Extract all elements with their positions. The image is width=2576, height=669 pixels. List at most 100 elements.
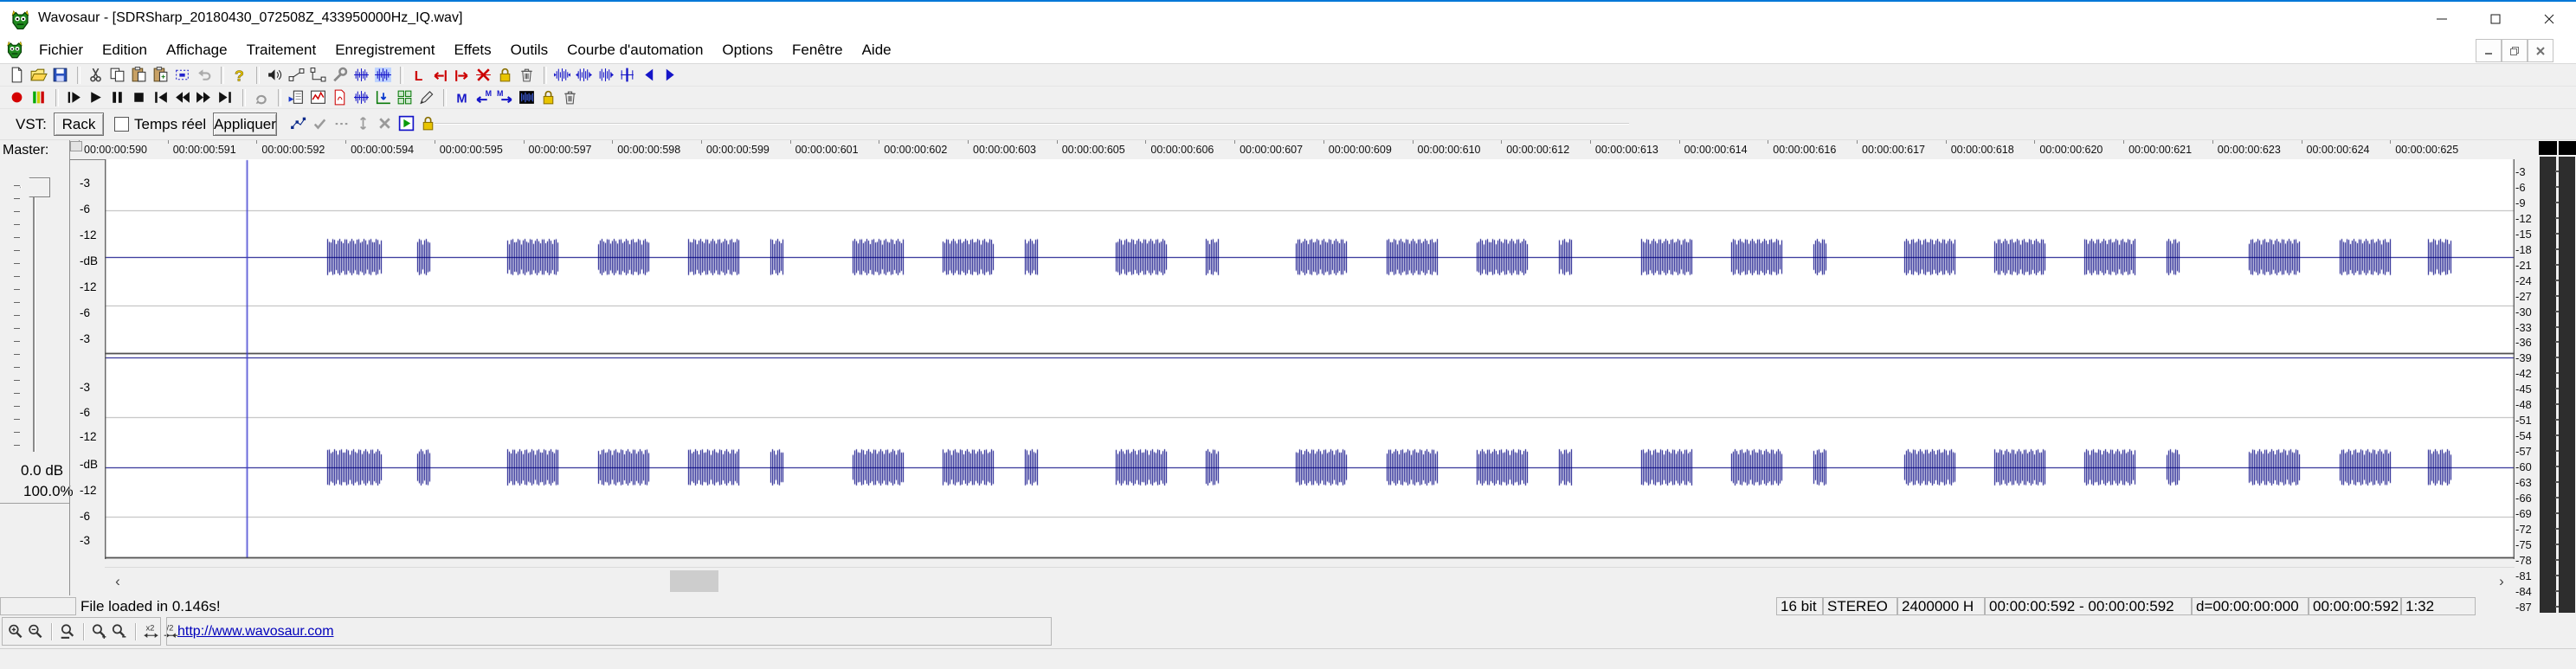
marker-left-button[interactable] [430,65,450,85]
stop-button[interactable] [129,87,149,107]
help-button[interactable]: ? [229,65,249,85]
menu-courbe-d-automation[interactable]: Courbe d'automation [567,41,704,58]
wave-fit-button[interactable] [596,65,615,85]
slider-tick [14,250,20,251]
waveform-display[interactable] [105,159,2515,559]
wrench-button[interactable] [330,65,350,85]
automation-curve-button[interactable] [288,113,308,133]
menu-fen-tre[interactable]: Fenêtre [792,41,843,58]
wave-shrink-button[interactable] [574,65,594,85]
mdi-close-button[interactable] [2528,39,2553,62]
apply-button[interactable]: Appliquer [213,113,277,136]
menu-aide[interactable]: Aide [861,41,892,58]
zoom-selection-button[interactable] [58,621,76,641]
batch-process-button[interactable] [287,87,306,107]
meter-tick [2555,232,2559,235]
menu-edition[interactable]: Edition [102,41,147,58]
marker-m-left-button[interactable]: M [473,87,493,107]
trim-button[interactable] [172,65,192,85]
play-button[interactable] [86,87,106,107]
check-button[interactable] [310,113,330,133]
wavosaur-link[interactable]: http://www.wavosaur.com [177,623,334,639]
file-info-button[interactable] [330,87,350,107]
save-button[interactable] [50,65,70,85]
divider [69,140,70,595]
rack-button[interactable]: Rack [54,113,104,136]
level-meter-button[interactable] [29,87,48,107]
lock-button[interactable] [495,65,515,85]
master-slider-track[interactable] [33,182,35,452]
maximize-button[interactable] [2469,2,2522,36]
scroll-left-arrow[interactable]: ‹ [115,572,120,589]
master-slider-handle[interactable] [20,177,50,197]
pen-button[interactable] [416,87,436,107]
lock-button[interactable] [538,87,558,107]
wave-marker-button[interactable] [617,65,637,85]
zoom-minus-button[interactable] [110,621,128,641]
go-end-button[interactable] [216,87,235,107]
play-from-cursor-button[interactable] [64,87,84,107]
marker-delete-button[interactable] [473,65,493,85]
zoom-selection-icon [61,624,74,639]
statistics-button[interactable] [308,87,328,107]
trash-button[interactable] [517,65,537,85]
menu-options[interactable]: Options [722,41,773,58]
play-box-button[interactable] [396,113,416,133]
trash-button[interactable] [560,87,580,107]
marker-m-right-button[interactable]: M [495,87,515,107]
mdi-minimize-button[interactable] [2476,39,2502,62]
menu-fichier[interactable]: Fichier [39,41,84,58]
resample-button[interactable] [373,87,393,107]
prev-marker-button[interactable] [639,65,659,85]
undo-button[interactable] [194,65,214,85]
wave-db-label: -12 [80,228,97,241]
forward-button[interactable] [194,87,214,107]
new-file-button[interactable] [7,65,27,85]
scroll-right-arrow[interactable]: › [2499,572,2504,589]
dots-button[interactable] [332,113,351,133]
pause-button[interactable] [107,87,127,107]
marker-l-button[interactable]: L [409,65,428,85]
paste-button[interactable] [129,65,149,85]
node-line-button[interactable] [287,65,306,85]
next-marker-button[interactable] [660,65,680,85]
wave-big-button[interactable] [373,65,393,85]
go-start-button[interactable] [151,87,171,107]
realtime-checkbox[interactable] [114,117,129,132]
wave-small-button[interactable] [351,65,371,85]
wave-invert-button[interactable] [517,87,537,107]
horizontal-scrollbar[interactable]: ‹ › [105,567,2515,595]
menu-enregistrement[interactable]: Enregistrement [335,41,435,58]
cut-button[interactable] [86,65,106,85]
x-cancel-button[interactable] [375,113,395,133]
marker-right-button[interactable] [452,65,472,85]
record-button[interactable] [7,87,27,107]
menu-affichage[interactable]: Affichage [166,41,228,58]
node-branch-button[interactable] [308,65,328,85]
wave-expand-button[interactable] [552,65,572,85]
status-field: 16 bit [1776,597,1823,615]
zoom-x2-button[interactable]: x2 [142,621,160,641]
wave-arrows-button[interactable] [351,87,371,107]
minimize-button[interactable] [2415,2,2469,36]
loop-button[interactable] [251,87,271,107]
copy-button[interactable] [107,65,127,85]
close-button[interactable] [2522,2,2576,36]
zoom-plus-button[interactable] [90,621,108,641]
menu-traitement[interactable]: Traitement [246,41,317,58]
grid-button[interactable] [395,87,415,107]
open-folder-button[interactable] [29,65,48,85]
rewind-button[interactable] [172,87,192,107]
marker-m-button[interactable]: M [452,87,472,107]
resample-icon [376,91,390,105]
mdi-restore-button[interactable] [2502,39,2528,62]
menu-outils[interactable]: Outils [510,41,549,58]
updown-button[interactable] [353,113,373,133]
lock-button[interactable] [418,113,438,133]
zoom-in-button[interactable] [6,621,24,641]
menu-effets[interactable]: Effets [454,41,492,58]
speaker-button[interactable] [265,65,285,85]
zoom-out-button[interactable] [26,621,44,641]
paste-insert-button[interactable] [151,65,171,85]
scroll-thumb[interactable] [670,570,718,592]
